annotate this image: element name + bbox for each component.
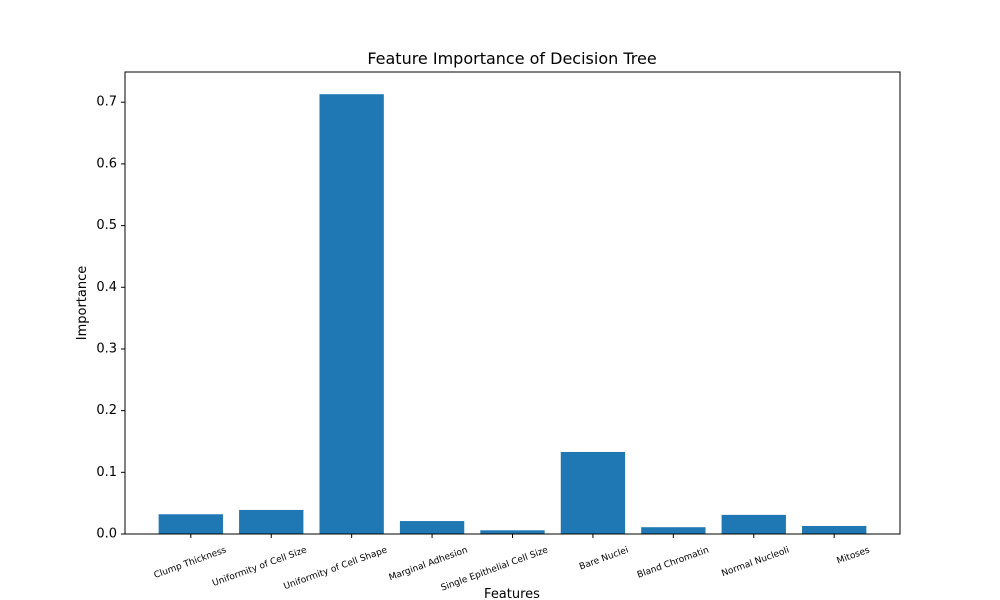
- y-tick-label: 0.4: [96, 280, 117, 295]
- y-axis-label: Importance: [75, 266, 90, 341]
- x-tick-label: Bland Chromatin: [636, 545, 710, 580]
- bar: [641, 527, 706, 534]
- bar: [319, 94, 384, 535]
- bar: [480, 530, 545, 534]
- bar: [158, 514, 223, 534]
- x-tick-label: Clump Thickness: [153, 545, 228, 581]
- y-tick-label: 0.2: [96, 403, 117, 418]
- y-tick-label: 0.0: [96, 527, 117, 542]
- bar: [239, 509, 304, 534]
- plot-frame: [124, 71, 901, 535]
- bar: [721, 514, 786, 534]
- y-tick-label: 0.7: [96, 95, 117, 110]
- x-tick-label: Mitoses: [836, 545, 872, 566]
- bar: [802, 525, 867, 534]
- chart-title: Feature Importance of Decision Tree: [367, 49, 656, 68]
- x-tick-label: Normal Nucleoli: [720, 545, 790, 579]
- bar: [399, 521, 465, 534]
- y-tick-label: 0.6: [96, 156, 117, 171]
- x-tick-label: Bare Nuclei: [578, 545, 630, 572]
- x-axis-label: Features: [484, 587, 540, 600]
- y-tick-label: 0.5: [96, 218, 117, 233]
- y-tick-label: 0.3: [96, 341, 117, 356]
- bar: [560, 451, 626, 534]
- y-tick-label: 0.1: [96, 465, 117, 480]
